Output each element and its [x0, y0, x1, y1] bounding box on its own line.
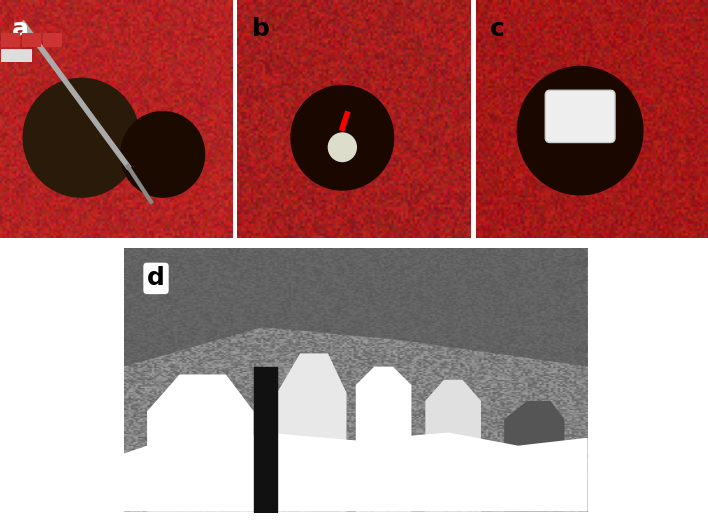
Polygon shape — [426, 380, 481, 512]
Circle shape — [121, 112, 205, 197]
Text: c: c — [489, 17, 504, 41]
FancyBboxPatch shape — [42, 33, 62, 47]
Text: b: b — [251, 17, 269, 41]
FancyBboxPatch shape — [1, 49, 33, 62]
Text: d: d — [147, 266, 165, 290]
Circle shape — [518, 66, 643, 195]
FancyBboxPatch shape — [545, 90, 615, 143]
Polygon shape — [277, 353, 346, 512]
Circle shape — [23, 78, 139, 197]
FancyBboxPatch shape — [22, 33, 41, 47]
Polygon shape — [356, 366, 411, 512]
Polygon shape — [124, 248, 588, 366]
Circle shape — [291, 86, 394, 190]
Polygon shape — [124, 432, 588, 512]
Polygon shape — [147, 374, 253, 512]
Text: a: a — [11, 17, 28, 41]
Polygon shape — [504, 401, 564, 512]
FancyBboxPatch shape — [1, 33, 20, 47]
Circle shape — [329, 133, 356, 161]
